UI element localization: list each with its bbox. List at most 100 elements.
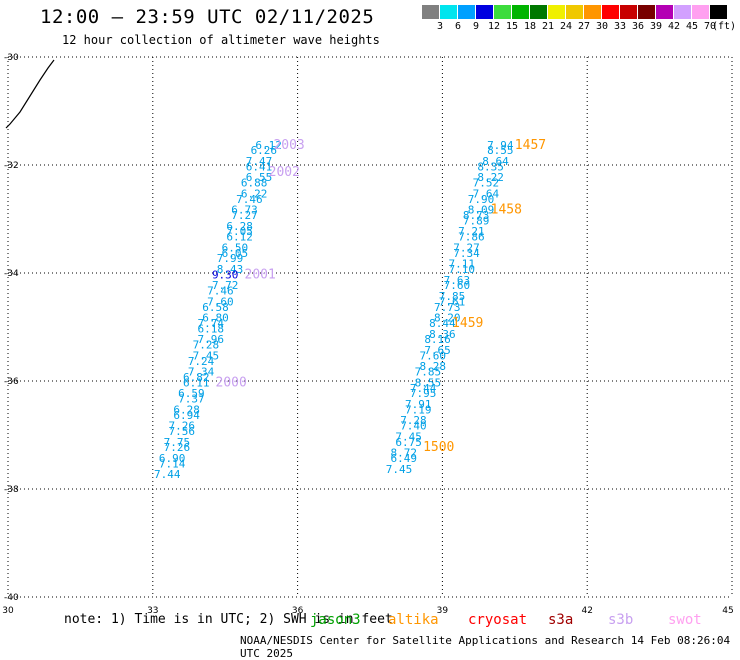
page-subtitle: 12 hour collection of altimeter wave hei… <box>62 33 380 47</box>
satellite-legend-s3b: s3b <box>608 612 634 628</box>
wave-height-point: 7.37 <box>178 393 205 406</box>
footer-note: note: 1) Time is in UTC; 2) SWH is in fe… <box>64 612 393 627</box>
wave-height-point: 8.09 <box>468 204 495 217</box>
scale-swatch <box>440 5 457 19</box>
wave-height-point: 8.73 <box>463 209 490 222</box>
wave-height-point: 7.96 <box>197 333 224 346</box>
wave-height-point: 8.72 <box>391 447 418 460</box>
satellite-legend-altika: altika <box>388 612 439 628</box>
wave-height-point: 6.12 <box>226 231 253 244</box>
wave-height-point: 6.18 <box>197 322 224 335</box>
wave-height-point: 6.90 <box>159 452 186 465</box>
y-tick-label: -30 <box>4 53 19 63</box>
scale-label: 39 <box>649 21 663 32</box>
wave-height-point: 7.21 <box>458 225 485 238</box>
scale-swatch <box>656 5 673 19</box>
scale-unit: (ft) <box>712 21 737 32</box>
wave-height-point: 7.40 <box>400 420 427 433</box>
scale-label: 36 <box>631 21 645 32</box>
wave-height-point: 8.36 <box>429 328 456 341</box>
wave-height-point: 6.26 <box>251 144 278 157</box>
wave-height-point: 7.45 <box>193 349 220 362</box>
wave-height-point: 7.05 <box>226 225 253 238</box>
x-tick-label: 30 <box>2 606 14 616</box>
scale-label: 27 <box>577 21 591 32</box>
scale-label: 3 <box>436 21 444 32</box>
wave-height-point: 7.86 <box>458 231 485 244</box>
map-grid <box>7 56 733 598</box>
scale-label: 12 <box>487 21 501 32</box>
wave-height-point: 7.26 <box>164 441 191 454</box>
x-tick-label: 45 <box>722 606 733 616</box>
scale-label: 24 <box>559 21 573 32</box>
wave-height-point: 6.50 <box>222 241 249 254</box>
wave-height-point: 7.95 <box>410 387 437 400</box>
wave-height-point: 7.56 <box>169 425 196 438</box>
wave-height-point: 7.52 <box>473 177 500 190</box>
pass-time-label: 1457 <box>515 138 546 153</box>
scale-swatch <box>620 5 637 19</box>
pass-time-labels: 2003 2002 2001 2000 1457 1458 1459 1500 <box>216 138 547 455</box>
wave-height-point: 6.58 <box>202 301 229 314</box>
scale-swatch <box>476 5 493 19</box>
wave-height-point: 8.64 <box>482 155 509 168</box>
wave-height-point: 7.64 <box>473 187 500 200</box>
wave-height-point: 7.45 <box>395 430 422 443</box>
wave-height-point: 6.12 <box>255 139 282 152</box>
wave-height-point: 7.90 <box>468 193 495 206</box>
coastline <box>5 59 55 129</box>
scale-swatch <box>494 5 511 19</box>
wave-height-point: 9.30 <box>212 268 239 281</box>
wave-height-point: 6.82 <box>183 371 210 384</box>
wave-height-point: 7.60 <box>207 295 234 308</box>
pass-time-label: 2000 <box>216 375 247 390</box>
scale-swatch <box>422 5 439 19</box>
pass-time-label: 1500 <box>423 440 454 455</box>
wave-height-point: 7.34 <box>453 247 480 260</box>
footer-credit: NOAA/NESDIS Center for Satellite Applica… <box>240 634 731 660</box>
altimeter-tracks: 6.126.267.476.416.556.886.227.466.737.27… <box>154 139 514 481</box>
wave-height-point: 8.16 <box>424 333 451 346</box>
wave-height-point: 7.85 <box>439 290 466 303</box>
wave-height-point: 6.49 <box>391 452 418 465</box>
satellite-legend-swot: swot <box>668 612 702 628</box>
scale-label: 33 <box>613 21 627 32</box>
wave-height-point: 8.43 <box>217 263 244 276</box>
wave-height-point: 6.28 <box>173 403 200 416</box>
wave-height-point: 7.47 <box>246 155 273 168</box>
y-tick-label: -36 <box>4 377 19 387</box>
wave-height-point: 8.35 <box>477 160 504 173</box>
scale-label: 6 <box>454 21 462 32</box>
wave-height-point: 7.63 <box>444 274 471 287</box>
scale-label: 45 <box>685 21 699 32</box>
scale-swatch <box>638 5 655 19</box>
page-title: 12:00 – 23:59 UTC 02/11/2025 <box>40 6 375 28</box>
wave-height-point: 6.41 <box>246 160 273 173</box>
wave-height-point: 6.55 <box>246 171 273 184</box>
wave-height-point: 8.20 <box>434 312 461 325</box>
wave-height-point: 7.28 <box>400 414 427 427</box>
y-tick-label: -34 <box>4 269 19 279</box>
wave-height-point: 7.44 <box>410 382 437 395</box>
wave-height-point: 8.55 <box>415 376 442 389</box>
wave-height-point: 7.89 <box>463 214 490 227</box>
scale-swatch <box>512 5 529 19</box>
scale-label: 15 <box>505 21 519 32</box>
wave-height-point: 7.60 <box>444 279 471 292</box>
wave-height-point: 6.05 <box>222 247 249 260</box>
y-tick-label: -40 <box>4 593 19 603</box>
wave-height-point: 6.28 <box>226 220 253 233</box>
axis-labels: 30 33 36 39 42 45 -30 -32 -34 -36 -38 -40 <box>2 53 733 616</box>
wave-height-point: 7.91 <box>405 398 432 411</box>
wave-height-point: 7.27 <box>231 209 258 222</box>
wave-height-point: 7.60 <box>419 349 446 362</box>
x-tick-label: 42 <box>581 606 592 616</box>
wave-height-point: 8.44 <box>429 317 456 330</box>
scale-swatch <box>602 5 619 19</box>
pass-time-label: 1458 <box>491 203 522 218</box>
wave-height-point: 7.27 <box>453 241 480 254</box>
scale-swatch <box>710 5 727 19</box>
wave-height-point: 7.46 <box>207 285 234 298</box>
wave-height-point: 6.73 <box>231 204 258 217</box>
